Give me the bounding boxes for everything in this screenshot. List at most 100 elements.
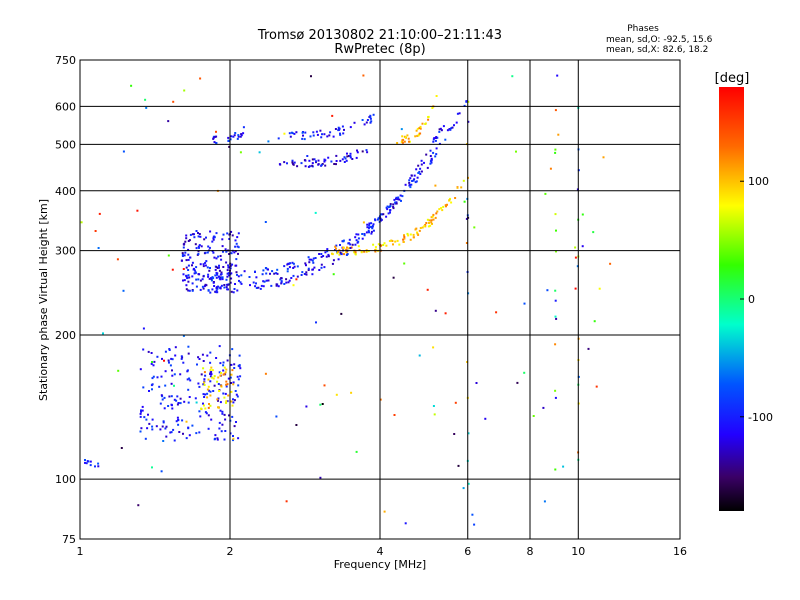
echo-point	[366, 226, 369, 229]
echo-point	[235, 264, 238, 267]
echo-point	[343, 156, 346, 159]
echo-point	[232, 135, 235, 138]
echo-point	[207, 427, 210, 430]
echo-point	[283, 265, 286, 268]
echo-point	[278, 163, 281, 166]
echo-point	[97, 465, 100, 468]
echo-point	[233, 288, 236, 290]
echo-point	[383, 242, 386, 245]
echo-point	[368, 222, 371, 225]
echo-point	[289, 135, 292, 138]
echo-point	[279, 278, 282, 281]
echo-point	[225, 283, 228, 286]
echo-point	[171, 268, 174, 271]
echo-point	[199, 235, 202, 238]
echo-point	[219, 374, 222, 377]
echo-point	[323, 133, 326, 136]
echo-point	[165, 435, 168, 438]
echo-point	[231, 348, 234, 351]
echo-point	[354, 253, 357, 256]
echo-point	[288, 132, 291, 135]
echo-point	[319, 403, 322, 406]
echo-point	[382, 213, 385, 216]
echo-point	[385, 215, 388, 218]
echo-point	[160, 470, 163, 473]
echo-point	[370, 232, 373, 235]
echo-point	[401, 141, 404, 144]
x-tick-label: 4	[377, 545, 384, 558]
echo-point	[227, 136, 230, 139]
echo-point	[240, 134, 243, 137]
echo-point	[399, 194, 402, 197]
echo-point	[209, 390, 212, 393]
echo-point	[220, 284, 223, 287]
echo-point	[355, 233, 358, 236]
echo-point	[350, 246, 353, 249]
echo-point	[275, 272, 278, 275]
echo-point	[199, 279, 202, 282]
echo-point	[325, 255, 328, 258]
echo-point	[324, 164, 327, 167]
echo-point	[432, 218, 435, 221]
plot-frame	[79, 59, 681, 540]
echo-point	[296, 275, 299, 278]
echo-point	[208, 277, 211, 280]
echo-point	[320, 255, 323, 258]
echo-point	[221, 410, 224, 413]
echo-point	[457, 464, 460, 467]
echo-point	[335, 154, 338, 157]
echo-point	[120, 447, 123, 449]
echo-point	[176, 416, 179, 419]
echo-point	[554, 289, 557, 292]
echo-point	[362, 221, 365, 224]
echo-point	[198, 246, 200, 249]
echo-point	[185, 420, 188, 423]
echo-point	[400, 128, 403, 131]
echo-point	[199, 415, 202, 418]
echo-point	[234, 239, 237, 242]
echo-point	[380, 244, 383, 247]
echo-point	[372, 243, 375, 246]
echo-point	[218, 371, 221, 374]
echo-point	[207, 275, 210, 278]
echo-point	[221, 278, 224, 281]
echo-point	[237, 134, 240, 137]
echo-point	[217, 397, 220, 400]
echo-point	[223, 396, 226, 399]
echo-point	[450, 127, 453, 130]
echo-point	[451, 126, 454, 129]
echo-point	[207, 378, 210, 381]
echo-point	[164, 370, 167, 373]
echo-point	[248, 276, 251, 278]
echo-point	[400, 141, 403, 144]
echo-point	[332, 259, 335, 262]
echo-point	[562, 465, 565, 468]
echo-point	[204, 264, 207, 267]
echo-point	[366, 223, 369, 226]
echo-point	[170, 382, 173, 385]
echo-point	[222, 369, 225, 372]
echo-point	[450, 201, 453, 204]
echo-point	[227, 139, 230, 142]
echo-point	[136, 209, 139, 212]
echo-point	[592, 231, 595, 234]
echo-point	[404, 522, 407, 525]
echo-point	[230, 230, 233, 233]
echo-point	[264, 267, 267, 269]
echo-point	[182, 268, 185, 270]
echo-point	[370, 222, 373, 225]
echo-point	[417, 164, 420, 167]
echo-point	[233, 367, 236, 369]
echo-point	[197, 356, 200, 359]
echo-point	[327, 255, 330, 258]
echo-point	[419, 125, 422, 128]
echo-point	[163, 407, 166, 410]
echo-point	[228, 414, 230, 417]
echo-point	[170, 403, 173, 406]
echo-point	[215, 232, 218, 235]
echo-point	[389, 203, 392, 206]
echo-point	[341, 158, 344, 161]
echo-point	[199, 288, 202, 291]
echo-point	[454, 197, 457, 199]
echo-point	[218, 427, 221, 430]
